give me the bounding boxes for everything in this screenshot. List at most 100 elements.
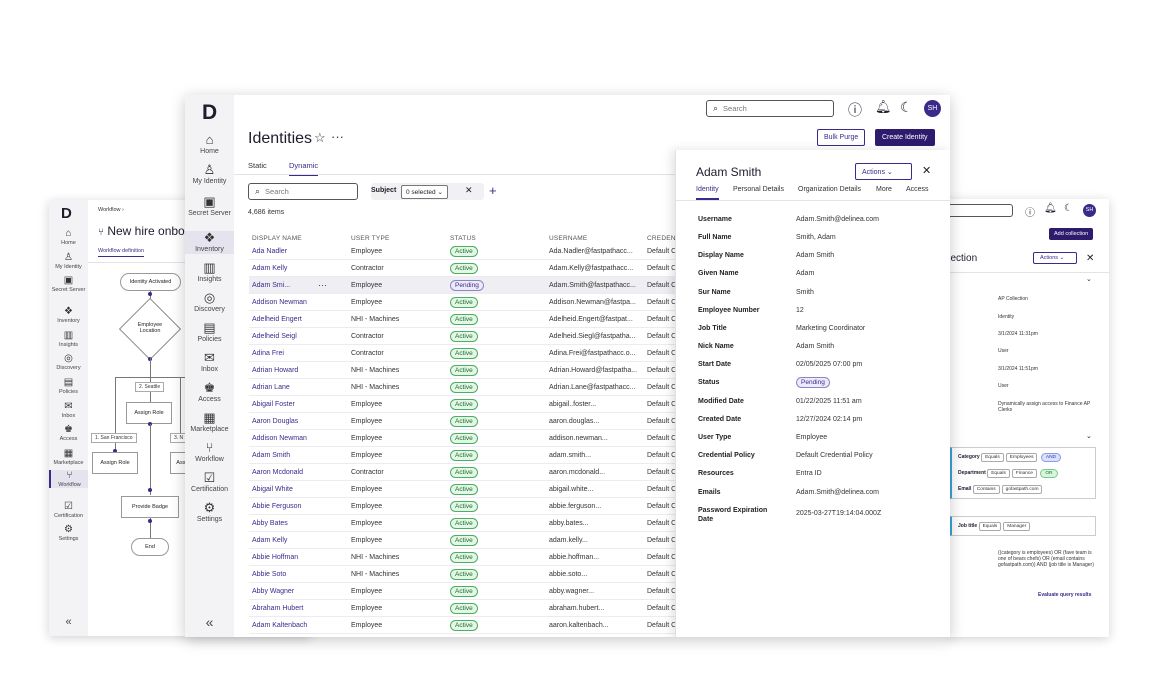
sidebar-item-marketplace[interactable]: ▦ Marketplace (185, 410, 234, 434)
display-name-link[interactable]: Abbie Ferguson (252, 502, 302, 510)
table-row[interactable]: Abigail Foster Employee Active abigail..fos… (249, 396, 677, 413)
table-row[interactable]: Adam Kelly Employee Active adam.kelly... Def… (249, 532, 677, 549)
sidebar-item-inbox[interactable]: ✉ Inbox (49, 401, 88, 419)
table-row[interactable]: Adam Kelly Contractor Active Adam.Kelly@fas… (249, 260, 677, 277)
display-name-link[interactable]: Adrian Howard (252, 366, 299, 374)
evaluate-query-link[interactable]: Evaluate query results (1038, 592, 1092, 598)
column-header[interactable]: USERNAME (549, 235, 588, 242)
node-provide-badge[interactable]: Provide Badge (121, 496, 179, 518)
display-name-link[interactable]: Abby Wagner (252, 587, 295, 595)
display-name-link[interactable]: Addison Newman (252, 434, 307, 442)
table-row[interactable]: Addison Newman Employee Active addison.newm… (249, 430, 677, 447)
tab-access[interactable]: Access (906, 186, 929, 193)
breadcrumb[interactable]: Workflow › (98, 207, 124, 213)
sidebar-item-my-identity[interactable]: ♙ My Identity (49, 252, 88, 270)
rule-value[interactable]: gofastpath.com (1001, 485, 1043, 494)
display-name-link[interactable]: Adam Smith (252, 451, 291, 459)
display-name-link[interactable]: Adam Smi... (252, 281, 291, 289)
moon-icon[interactable]: ☾ (900, 99, 913, 115)
collapse-sidebar-button[interactable]: « (65, 616, 72, 628)
table-row[interactable]: Adam Kaltenbach Employee Active aaron.kalte… (249, 617, 677, 634)
node-end[interactable]: End (131, 538, 169, 556)
table-row[interactable]: Adrian Howard NHI - Machines Active Adrian.… (249, 362, 677, 379)
tab-workflow-definition[interactable]: Workflow definition (98, 248, 145, 257)
sidebar-item-inventory[interactable]: ❖ Inventory (49, 306, 88, 324)
table-row[interactable]: Abby Bates Employee Active abby.bates... Def… (249, 515, 677, 532)
sidebar-item-discovery[interactable]: ◎ Discovery (49, 353, 88, 371)
sidebar-item-marketplace[interactable]: ▦ Marketplace (49, 448, 88, 466)
rule-value[interactable]: Manager (1003, 522, 1031, 531)
display-name-link[interactable]: Adelheid Engert (252, 315, 302, 323)
join-or-badge[interactable]: OR (1040, 469, 1058, 478)
tab-static[interactable]: Static (248, 161, 267, 170)
sidebar-item-policies[interactable]: ▤ Policies (185, 320, 234, 344)
rule-operator[interactable]: Equals (978, 522, 1002, 531)
tab-personal-details[interactable]: Personal Details (733, 186, 784, 193)
sidebar-item-certification[interactable]: ☑ Certification (49, 501, 88, 519)
rule-value[interactable]: Finance (1011, 469, 1037, 478)
sidebar-item-settings[interactable]: ⚙ Settings (185, 500, 234, 524)
table-row[interactable]: Abbie Hoffman NHI - Machines Active abbie.h… (249, 549, 677, 566)
sidebar-item-certification[interactable]: ☑ Certification (185, 470, 234, 494)
collapse-sidebar-button[interactable]: « (205, 614, 214, 630)
rule-operator[interactable]: Equals (987, 469, 1010, 478)
column-header[interactable]: DISPLAY NAME (252, 235, 302, 242)
sidebar-item-access[interactable]: ♚ Access (49, 424, 88, 442)
help-icon[interactable]: ⓘ (848, 102, 862, 118)
table-row[interactable]: Abigail White Employee Active abigail.white… (249, 481, 677, 498)
bell-icon[interactable]: 🔔︎ (875, 99, 892, 114)
display-name-link[interactable]: Aaron Mcdonald (252, 468, 303, 476)
sidebar-item-inventory[interactable]: ❖ Inventory (185, 230, 234, 254)
display-name-link[interactable]: Abbie Hoffman (252, 553, 299, 561)
table-row[interactable]: Addison Newman Employee Active Addison.Newm… (249, 294, 677, 311)
rule-operator[interactable]: Contains (972, 485, 1000, 494)
sidebar-item-insights[interactable]: ▥ Insights (49, 330, 88, 348)
table-row[interactable]: Abby Wagner Employee Active abby.wagner... D… (249, 583, 677, 600)
display-name-link[interactable]: Abby Bates (252, 519, 288, 527)
subject-filter[interactable]: Subject 0 selected ⌄ ✕ (371, 183, 484, 200)
table-row[interactable]: Adelheid Seigl Contractor Active Adelheid.S… (249, 328, 677, 345)
table-row[interactable]: Adrian Lane NHI - Machines Active Adrian.La… (249, 379, 677, 396)
sidebar-item-workflow[interactable]: ⑂ Workflow (185, 440, 234, 464)
create-identity-button[interactable]: Create Identity (875, 129, 935, 146)
avatar[interactable]: SH (924, 100, 941, 117)
display-name-link[interactable]: Adrian Lane (252, 383, 290, 391)
close-icon[interactable]: ✕ (1086, 253, 1095, 264)
sidebar-item-access[interactable]: ♚ Access (185, 380, 234, 404)
rule-value[interactable]: Employees (1005, 453, 1038, 462)
tab-organization-details[interactable]: Organization Details (798, 186, 862, 193)
display-name-link[interactable]: Abbie Soto (252, 570, 287, 578)
display-name-link[interactable]: Adina Frei (252, 349, 284, 357)
sidebar-item-workflow[interactable]: ⑂ Workflow (49, 470, 88, 489)
tab-more[interactable]: More (876, 186, 892, 193)
add-collection-button[interactable]: Add collection (1049, 228, 1094, 240)
star-icon[interactable]: ☆ (314, 130, 326, 145)
column-header[interactable]: USER TYPE (351, 235, 390, 242)
column-header[interactable]: STATUS (450, 235, 476, 242)
display-name-link[interactable]: Adam Kaltenbach (252, 621, 308, 629)
row-more-icon[interactable]: ··· (318, 280, 327, 290)
table-row[interactable]: Abbie Soto NHI - Machines Active abbie.soto… (249, 566, 677, 583)
display-name-link[interactable]: Aaron Douglas (252, 417, 299, 425)
close-icon[interactable]: ✕ (922, 165, 932, 177)
table-row[interactable]: Aaron Douglas Employee Active aaron.douglas… (249, 413, 677, 430)
node-assign-role-2[interactable]: Assign Role (92, 452, 138, 474)
actions-dropdown[interactable]: Actions ⌄ (1033, 252, 1077, 264)
display-name-link[interactable]: Addison Newman (252, 298, 307, 306)
more-options-icon[interactable]: ··· (331, 129, 344, 144)
bulk-purge-button[interactable]: Bulk Purge (817, 129, 866, 146)
bell-icon[interactable]: 🔔︎ (1044, 203, 1057, 214)
sidebar-item-insights[interactable]: ▥ Insights (185, 260, 234, 284)
node-identity-activated[interactable]: Identity Activated (120, 273, 181, 291)
filter-search-input[interactable]: ⌕ Search (248, 183, 358, 200)
actions-dropdown[interactable]: Actions ⌄ (855, 163, 912, 180)
column-header[interactable]: CREDENT (647, 235, 680, 242)
join-and-badge[interactable]: AND (1040, 453, 1062, 462)
global-search-input[interactable]: ⌕ Search (706, 100, 834, 117)
moon-icon[interactable]: ☾ (1064, 203, 1073, 214)
sidebar-item-home[interactable]: ⌂ Home (49, 228, 88, 246)
table-row[interactable]: Adam Smith Employee Active adam.smith... Def… (249, 447, 677, 464)
display-name-link[interactable]: Abigail White (252, 485, 293, 493)
sidebar-item-settings[interactable]: ⚙ Settings (49, 524, 88, 542)
display-name-link[interactable]: Abraham Hubert (252, 604, 304, 612)
